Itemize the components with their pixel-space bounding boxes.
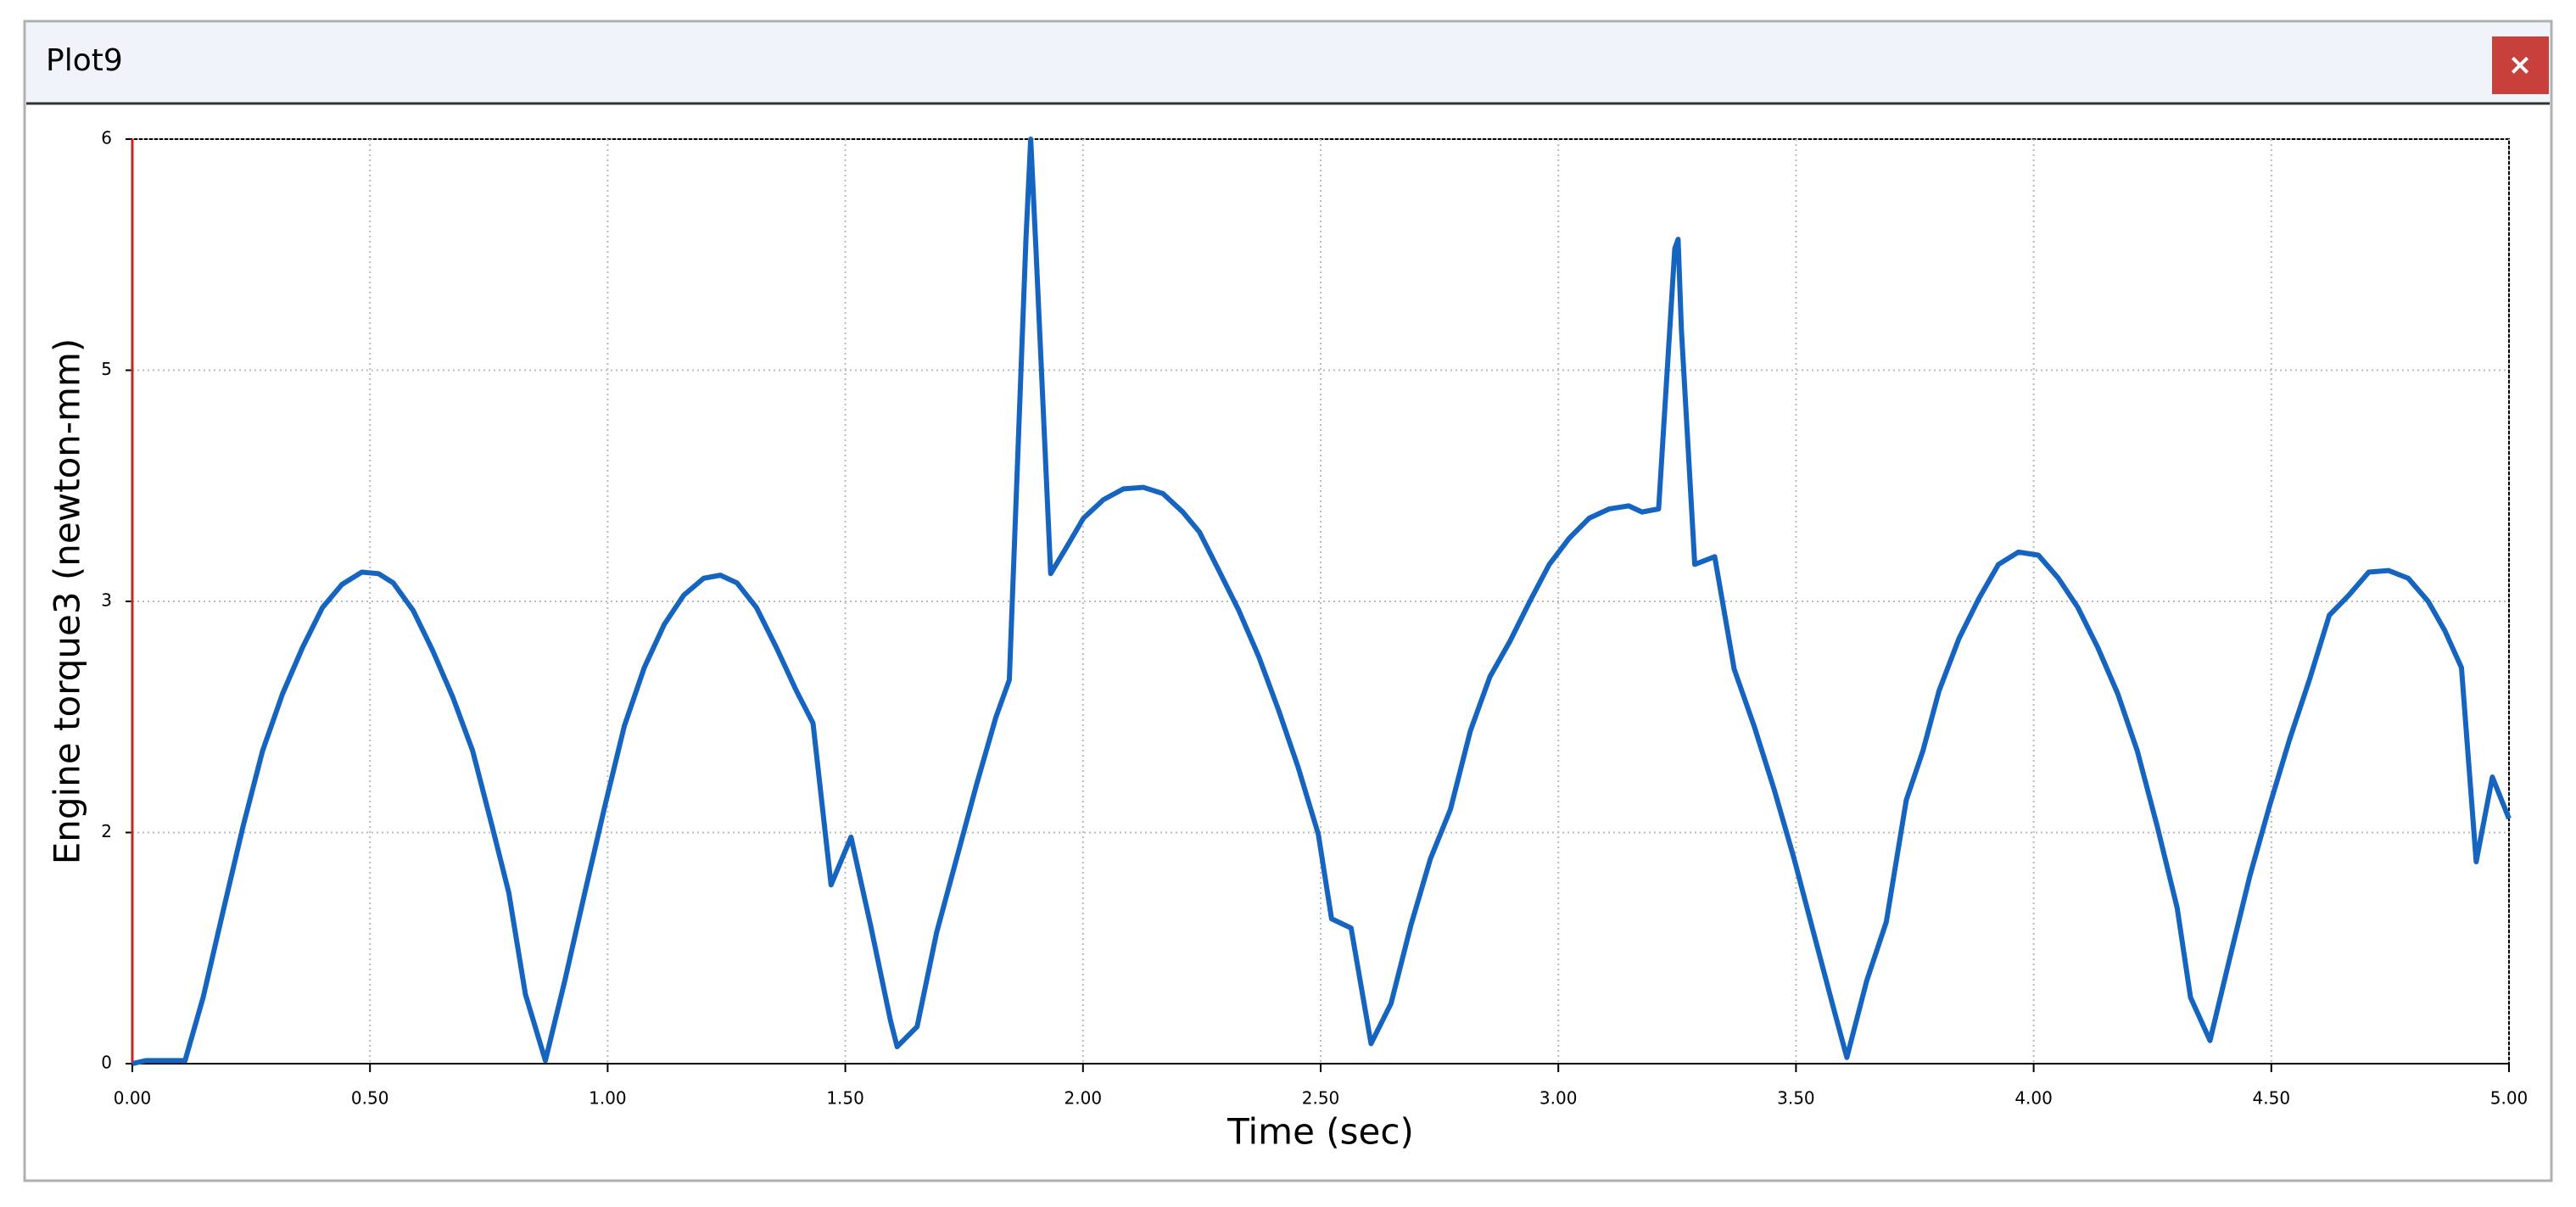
x-tick-label: 5.00	[2490, 1088, 2529, 1109]
window-title: Plot9	[46, 43, 123, 78]
title-bar	[26, 23, 2550, 103]
x-tick-label: 1.00	[589, 1088, 627, 1109]
y-tick-label: 5	[101, 359, 112, 379]
y-tick-label: 2	[101, 821, 112, 841]
y-tick-label: 0	[101, 1053, 112, 1073]
y-axis-label: Engine torque3 (newton-mm)	[47, 338, 88, 865]
x-tick-label: 4.00	[2014, 1088, 2053, 1109]
x-tick-label: 2.00	[1064, 1088, 1103, 1109]
y-tick-label: 3	[101, 590, 112, 611]
x-tick-label: 4.50	[2253, 1088, 2291, 1109]
x-axis-label: Time (sec)	[1227, 1111, 1414, 1153]
x-tick-label: 3.00	[1539, 1088, 1578, 1109]
x-tick-label: 2.50	[1302, 1088, 1340, 1109]
data-line	[131, 137, 2512, 1066]
x-tick-label: 0.50	[351, 1088, 389, 1109]
close-button[interactable]: ×	[2492, 36, 2549, 94]
y-tick-label: 6	[101, 128, 112, 148]
close-icon[interactable]: ×	[2508, 48, 2533, 82]
x-tick-label: 1.50	[826, 1088, 864, 1109]
x-tick-label: 3.50	[1777, 1088, 1815, 1109]
close-button-bg[interactable]	[2492, 36, 2549, 94]
x-tick-label: 0.00	[114, 1088, 152, 1109]
